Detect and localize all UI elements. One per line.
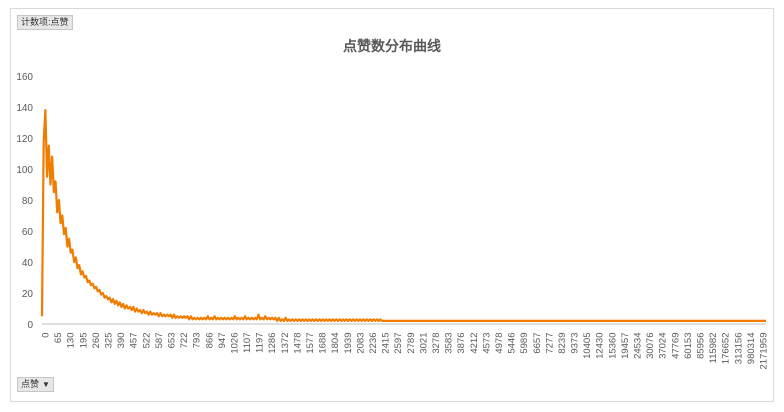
y-tick-label: 20 bbox=[22, 289, 34, 300]
x-tick-label: 195 bbox=[78, 333, 89, 349]
x-tick-label: 793 bbox=[192, 333, 203, 349]
x-tick-label: 60153 bbox=[683, 333, 694, 359]
y-tick-label: 140 bbox=[16, 103, 33, 114]
x-tick-label: 4978 bbox=[494, 333, 505, 354]
x-tick-label: 5446 bbox=[507, 333, 518, 354]
x-tick-label: 1478 bbox=[292, 333, 303, 354]
x-tick-label: 653 bbox=[166, 333, 177, 349]
pivot-axis-field-button[interactable]: 点赞 ▼ bbox=[17, 377, 54, 392]
x-tick-label: 3876 bbox=[456, 333, 467, 354]
x-tick-label: 2171959 bbox=[759, 333, 770, 370]
series-line-0 bbox=[40, 108, 766, 322]
x-tick-label: 313156 bbox=[733, 333, 744, 365]
x-tick-label: 2597 bbox=[393, 333, 404, 354]
y-tick-label: 0 bbox=[27, 320, 33, 331]
series-group bbox=[40, 108, 766, 322]
x-tick-label: 260 bbox=[91, 333, 102, 349]
y-tick-label: 120 bbox=[16, 134, 33, 145]
x-tick-label: 3278 bbox=[431, 333, 442, 354]
x-tick-label: 6657 bbox=[532, 333, 543, 354]
y-tick-label: 160 bbox=[16, 72, 33, 83]
x-tick-label: 3583 bbox=[444, 333, 455, 354]
x-tick-label: 47769 bbox=[670, 333, 681, 359]
y-tick-label: 60 bbox=[22, 227, 34, 238]
x-tick-label: 2415 bbox=[381, 333, 392, 354]
y-tick-label: 80 bbox=[22, 196, 34, 207]
x-tick-label: 1026 bbox=[229, 333, 240, 354]
x-tick-label: 2083 bbox=[355, 333, 366, 354]
x-tick-label: 980314 bbox=[746, 333, 757, 365]
x-tick-label: 722 bbox=[179, 333, 190, 349]
x-tick-label: 9373 bbox=[570, 333, 581, 354]
x-tick-label: 4573 bbox=[481, 333, 492, 354]
x-tick-label: 37024 bbox=[658, 333, 669, 359]
x-tick-label: 10405 bbox=[582, 333, 593, 359]
x-tick-label: 8239 bbox=[557, 333, 568, 354]
x-axis: 0 65 130 195 260 325 390 457 522 587 653 722 793 866 9… bbox=[41, 323, 770, 370]
x-tick-label: 1197 bbox=[255, 333, 266, 353]
x-tick-label: 30076 bbox=[645, 333, 656, 359]
x-tick-label: 4212 bbox=[469, 333, 480, 354]
x-tick-label: 866 bbox=[204, 333, 215, 349]
x-tick-label: 5989 bbox=[519, 333, 530, 354]
chart-title: 点赞数分布曲线 bbox=[343, 38, 441, 54]
x-tick-label: 390 bbox=[116, 333, 127, 349]
x-tick-label: 1372 bbox=[280, 333, 291, 354]
x-tick-label: 130 bbox=[66, 333, 77, 349]
x-tick-label: 24534 bbox=[633, 333, 644, 359]
x-tick-label: 19457 bbox=[620, 333, 631, 359]
x-tick-label: 1577 bbox=[305, 333, 316, 354]
y-tick-label: 100 bbox=[16, 165, 33, 176]
x-tick-label: 12430 bbox=[595, 333, 606, 359]
pivot-value-field-button[interactable]: 计数项:点赞 bbox=[17, 15, 73, 30]
x-tick-label: 1107 bbox=[242, 333, 253, 353]
y-axis: 0 20 40 60 80 100 120 140 160 bbox=[16, 72, 33, 331]
x-tick-label: 325 bbox=[103, 333, 114, 349]
x-tick-label: 115982 bbox=[708, 333, 719, 364]
x-tick-label: 85956 bbox=[696, 333, 707, 359]
x-tick-label: 1286 bbox=[267, 333, 278, 354]
x-tick-label: 3021 bbox=[418, 333, 429, 354]
x-tick-label: 522 bbox=[141, 333, 152, 349]
x-tick-label: 2789 bbox=[406, 333, 417, 354]
x-tick-label: 15360 bbox=[607, 333, 618, 359]
x-tick-label: 65 bbox=[53, 333, 64, 344]
x-tick-label: 2236 bbox=[368, 333, 379, 354]
pivot-axis-field-label: 点赞 bbox=[21, 379, 40, 389]
x-tick-label: 176652 bbox=[721, 333, 732, 365]
dropdown-arrow-icon: ▼ bbox=[42, 380, 50, 389]
x-tick-label: 1804 bbox=[330, 333, 341, 354]
x-tick-label: 587 bbox=[154, 333, 165, 349]
x-tick-label: 7277 bbox=[544, 333, 555, 354]
x-tick-label: 947 bbox=[217, 333, 228, 349]
x-tick-label: 1688 bbox=[318, 333, 329, 354]
x-tick-label: 457 bbox=[129, 333, 140, 349]
x-tick-label: 1939 bbox=[343, 333, 354, 354]
pivot-value-field-label: 计数项:点赞 bbox=[21, 17, 69, 27]
chart-frame bbox=[10, 8, 774, 402]
y-tick-label: 40 bbox=[22, 258, 34, 269]
x-tick-label: 0 bbox=[41, 333, 52, 338]
